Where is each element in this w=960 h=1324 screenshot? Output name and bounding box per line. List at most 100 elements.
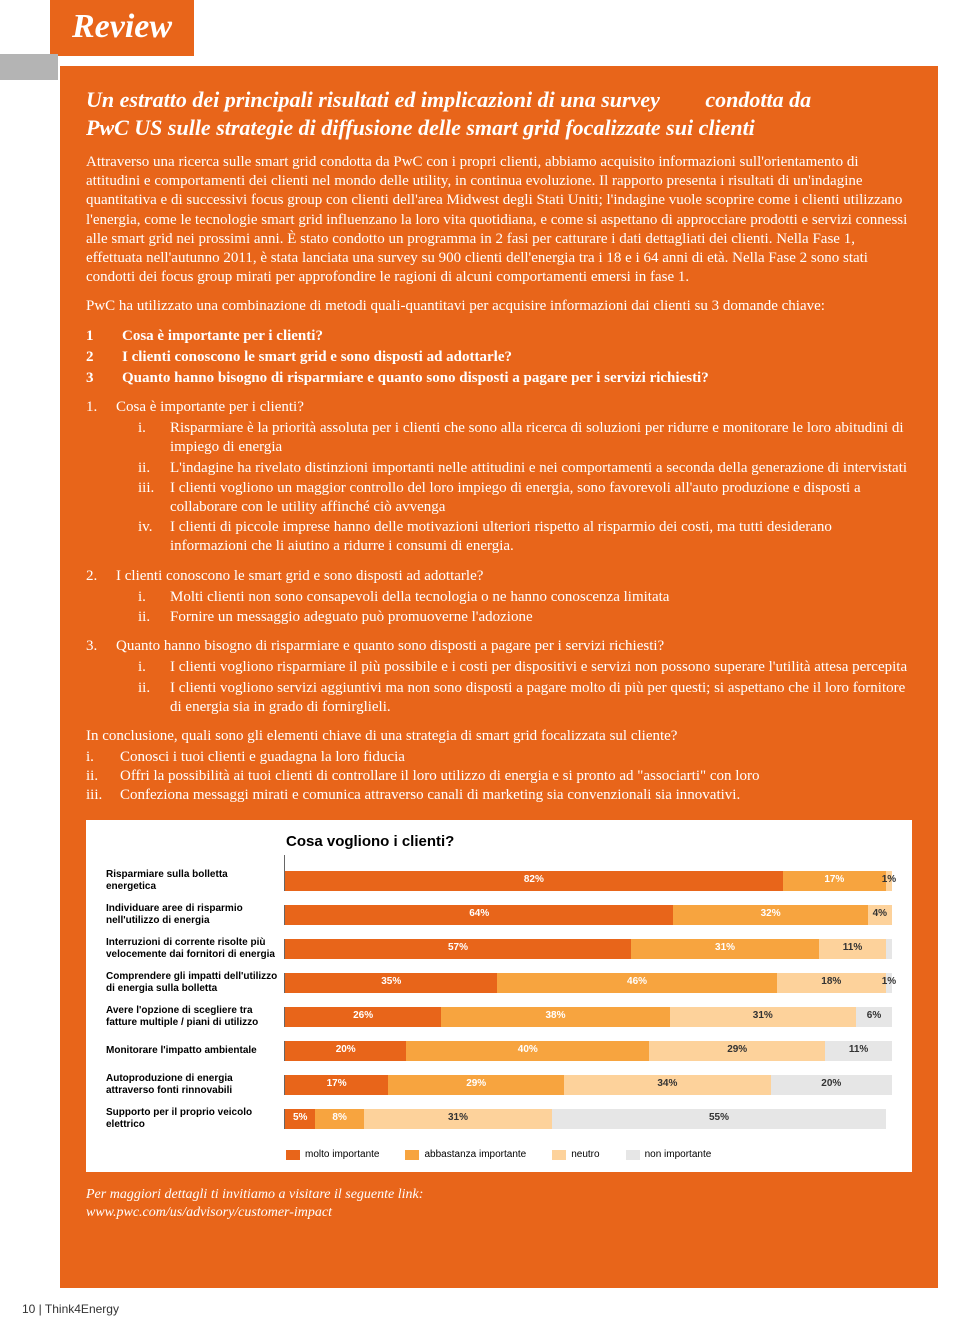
chart-segment: 20% xyxy=(771,1075,892,1095)
chart-row: Interruzioni di corrente risolte più vel… xyxy=(106,937,892,961)
sec2-head: I clienti conoscono le smart grid e sono… xyxy=(116,568,483,584)
key-question: 3Quanto hanno bisogno di risparmiare e q… xyxy=(86,369,912,388)
chart-segment: 46% xyxy=(497,973,776,993)
chart-bar: 20%40%29%11% xyxy=(284,1041,892,1061)
chart-row: Comprendere gli impatti dell'utilizzo di… xyxy=(106,971,892,995)
section-2: 2.I clienti conoscono le smart grid e so… xyxy=(86,567,912,628)
legend-label: non importante xyxy=(645,1149,712,1162)
chart-segment: 11% xyxy=(825,1041,892,1061)
chart-bar: 26%38%31%6% xyxy=(284,1007,892,1027)
chart-segment: 18% xyxy=(777,973,886,993)
chart-row-label: Comprendere gli impatti dell'utilizzo di… xyxy=(106,971,284,994)
chart-row: Supporto per il proprio veicolo elettric… xyxy=(106,1107,892,1131)
chart-segment: 6% xyxy=(856,1007,892,1027)
sub-item: iv.I clienti di piccole imprese hanno de… xyxy=(138,518,912,556)
chart-segment: 17% xyxy=(783,871,886,891)
sec2-num: 2. xyxy=(86,567,116,586)
legend-item: abbastanza importante xyxy=(405,1149,526,1162)
chart-segment: 64% xyxy=(285,905,673,925)
chart-bar: 64%32%4% xyxy=(284,905,892,925)
sub-item: ii.I clienti vogliono servizi aggiuntivi… xyxy=(138,679,912,717)
chart-segment: 17% xyxy=(285,1075,388,1095)
link-line1: Per maggiori dettagli ti invitiamo a vis… xyxy=(86,1186,912,1204)
chart-row: Autoproduzione di energia attraverso fon… xyxy=(106,1073,892,1097)
title-line2: PwC US sulle strategie di diffusione del… xyxy=(86,115,755,140)
chart-row: Monitorare l'impatto ambientale20%40%29%… xyxy=(106,1039,892,1063)
key-question: 1Cosa è importante per i clienti? xyxy=(86,327,912,346)
legend-label: neutro xyxy=(571,1149,599,1162)
chart-title: Cosa vogliono i clienti? xyxy=(286,832,892,851)
chart-bar: 17%29%34%20% xyxy=(284,1075,892,1095)
chart-segment: 35% xyxy=(285,973,497,993)
chart-row-label: Supporto per il proprio veicolo elettric… xyxy=(106,1107,284,1130)
chart-segment: 57% xyxy=(285,939,631,959)
sub-item: ii.Fornire un messaggio adeguato può pro… xyxy=(138,608,912,627)
section-1: 1.Cosa è importante per i clienti? i.Ris… xyxy=(86,398,912,557)
chart-segment xyxy=(886,939,892,959)
link-line2: www.pwc.com/us/advisory/customer-impact xyxy=(86,1204,912,1222)
chart-segment: 31% xyxy=(631,939,819,959)
sec1-head: Cosa è importante per i clienti? xyxy=(116,399,304,415)
chart-segment: 8% xyxy=(315,1109,364,1129)
sec3-num: 3. xyxy=(86,637,116,656)
review-header: Review xyxy=(50,0,194,56)
chart-row-label: Avere l'opzione di scegliere tra fatture… xyxy=(106,1005,284,1028)
chart-segment: 26% xyxy=(285,1007,441,1027)
link-footer: Per maggiori dettagli ti invitiamo a vis… xyxy=(86,1186,912,1222)
chart-segment: 11% xyxy=(819,939,886,959)
page-footer: 10 | Think4Energy xyxy=(22,1302,119,1316)
section-3: 3.Quanto hanno bisogno di risparmiare e … xyxy=(86,637,912,717)
sub-item: ii.L'indagine ha rivelato distinzioni im… xyxy=(138,459,912,478)
chart-row-label: Interruzioni di corrente risolte più vel… xyxy=(106,937,284,960)
chart-bar: 82%17%1% xyxy=(284,871,892,891)
title-right: condotta da xyxy=(705,87,811,112)
main-panel: Un estratto dei principali risultati ed … xyxy=(60,66,938,1288)
legend-swatch xyxy=(626,1150,640,1160)
legend-label: molto importante xyxy=(305,1149,379,1162)
chart-segment: 34% xyxy=(564,1075,770,1095)
chart-segment: 55% xyxy=(552,1109,886,1129)
conclusion: In conclusione, quali sono gli elementi … xyxy=(86,727,912,806)
gray-decoration xyxy=(0,54,58,80)
chart-segment: 82% xyxy=(285,871,783,891)
conclusion-item: iii.Confeziona messaggi mirati e comunic… xyxy=(86,786,912,805)
legend-item: non importante xyxy=(626,1149,712,1162)
chart-row: Risparmiare sulla bolletta energetica82%… xyxy=(106,869,892,893)
chart-row: Individuare aree di risparmio nell'utili… xyxy=(106,903,892,927)
chart-segment: 31% xyxy=(670,1007,856,1027)
legend-item: molto importante xyxy=(286,1149,379,1162)
chart-bar: 5%8%31%55% xyxy=(284,1109,892,1129)
legend-label: abbastanza importante xyxy=(424,1149,526,1162)
legend-swatch xyxy=(286,1150,300,1160)
chart-container: Cosa vogliono i clienti? Risparmiare sul… xyxy=(86,820,912,1172)
chart-segment: 38% xyxy=(441,1007,669,1027)
sec3-head: Quanto hanno bisogno di risparmiare e qu… xyxy=(116,638,664,654)
sub-item: iii.I clienti vogliono un maggior contro… xyxy=(138,479,912,517)
key-question: 2I clienti conoscono le smart grid e son… xyxy=(86,348,912,367)
sub-item: i.I clienti vogliono risparmiare il più … xyxy=(138,658,912,677)
article-title: Un estratto dei principali risultati ed … xyxy=(86,86,912,141)
chart-row-label: Autoproduzione di energia attraverso fon… xyxy=(106,1073,284,1096)
chart-segment: 29% xyxy=(388,1075,564,1095)
intro-para-1: Attraverso una ricerca sulle smart grid … xyxy=(86,153,912,287)
chart-segment: 31% xyxy=(364,1109,552,1129)
legend-swatch xyxy=(405,1150,419,1160)
chart-bar: 57%31%11% xyxy=(284,939,892,959)
sub-item: i.Risparmiare è la priorità assoluta per… xyxy=(138,419,912,457)
chart-segment: 4% xyxy=(868,905,892,925)
chart-segment: 32% xyxy=(673,905,867,925)
chart-rows: Risparmiare sulla bolletta energetica82%… xyxy=(106,869,892,1131)
chart-bar: 35%46%18%1% xyxy=(284,973,892,993)
chart-segment: 1% xyxy=(886,973,892,993)
sub-item: i.Molti clienti non sono consapevoli del… xyxy=(138,588,912,607)
conclusion-item: ii.Offri la possibilità ai tuoi clienti … xyxy=(86,767,912,786)
chart-segment: 1% xyxy=(886,871,892,891)
chart-segment: 5% xyxy=(285,1109,315,1129)
legend-swatch xyxy=(552,1150,566,1160)
key-questions: 1Cosa è importante per i clienti? 2I clie… xyxy=(86,327,912,389)
conclusion-head: In conclusione, quali sono gli elementi … xyxy=(86,727,912,746)
intro-para-2: PwC ha utilizzato una combinazione di me… xyxy=(86,297,912,316)
chart-segment: 29% xyxy=(649,1041,825,1061)
chart-row: Avere l'opzione di scegliere tra fatture… xyxy=(106,1005,892,1029)
chart-row-label: Monitorare l'impatto ambientale xyxy=(106,1045,284,1057)
